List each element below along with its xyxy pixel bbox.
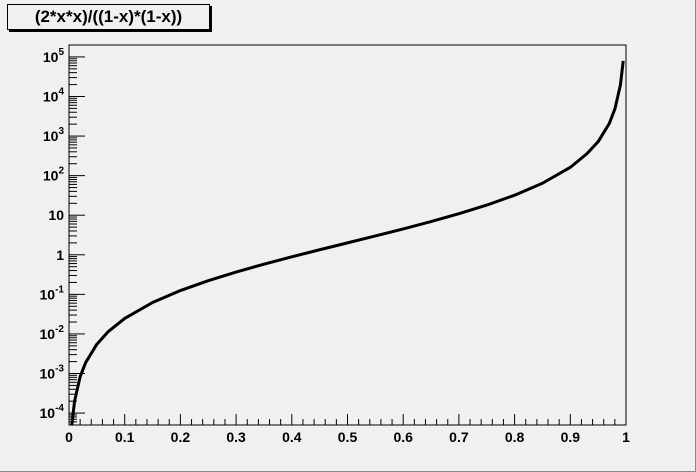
x-tick-label: 0.9 <box>561 429 581 445</box>
y-tick-label: 10 <box>48 207 64 223</box>
y-tick-label: 105 <box>43 47 65 65</box>
y-tick-label: 102 <box>43 166 65 184</box>
y-tick-label: 103 <box>43 126 65 144</box>
y-tick-label: 1 <box>56 247 64 263</box>
x-tick-label: 0.7 <box>449 429 469 445</box>
y-tick-label: 10-2 <box>40 324 65 342</box>
y-axis-labels: 10-4 10-3 10-2 10-1 1 10 102 103 104 105 <box>40 47 65 421</box>
x-tick-label: 0.1 <box>115 429 135 445</box>
x-tick-label: 0 <box>65 429 73 445</box>
x-tick-label: 1 <box>622 429 630 445</box>
chart-title-box: (2*x*x)/((1-x)*(1-x)) <box>7 4 210 30</box>
chart-title: (2*x*x)/((1-x)*(1-x)) <box>34 7 183 26</box>
x-tick-label: 0.5 <box>338 429 358 445</box>
plot-frame <box>68 44 627 426</box>
y-tick-label: 10-3 <box>40 364 65 382</box>
function-curve <box>70 60 625 426</box>
y-axis-ticks <box>69 44 85 426</box>
x-tick-label: 0.3 <box>226 429 246 445</box>
y-tick-label: 10-4 <box>40 403 65 421</box>
x-tick-label: 0.2 <box>171 429 191 445</box>
x-tick-label: 0.4 <box>282 429 302 445</box>
x-axis-ticks <box>68 414 627 425</box>
y-tick-label: 104 <box>43 86 65 104</box>
x-tick-label: 0.8 <box>505 429 525 445</box>
y-tick-label: 10-1 <box>40 284 65 302</box>
x-axis-labels: 0 0.1 0.2 0.3 0.4 0.5 0.6 0.7 0.8 0.9 1 <box>65 429 630 445</box>
x-tick-label: 0.6 <box>393 429 413 445</box>
